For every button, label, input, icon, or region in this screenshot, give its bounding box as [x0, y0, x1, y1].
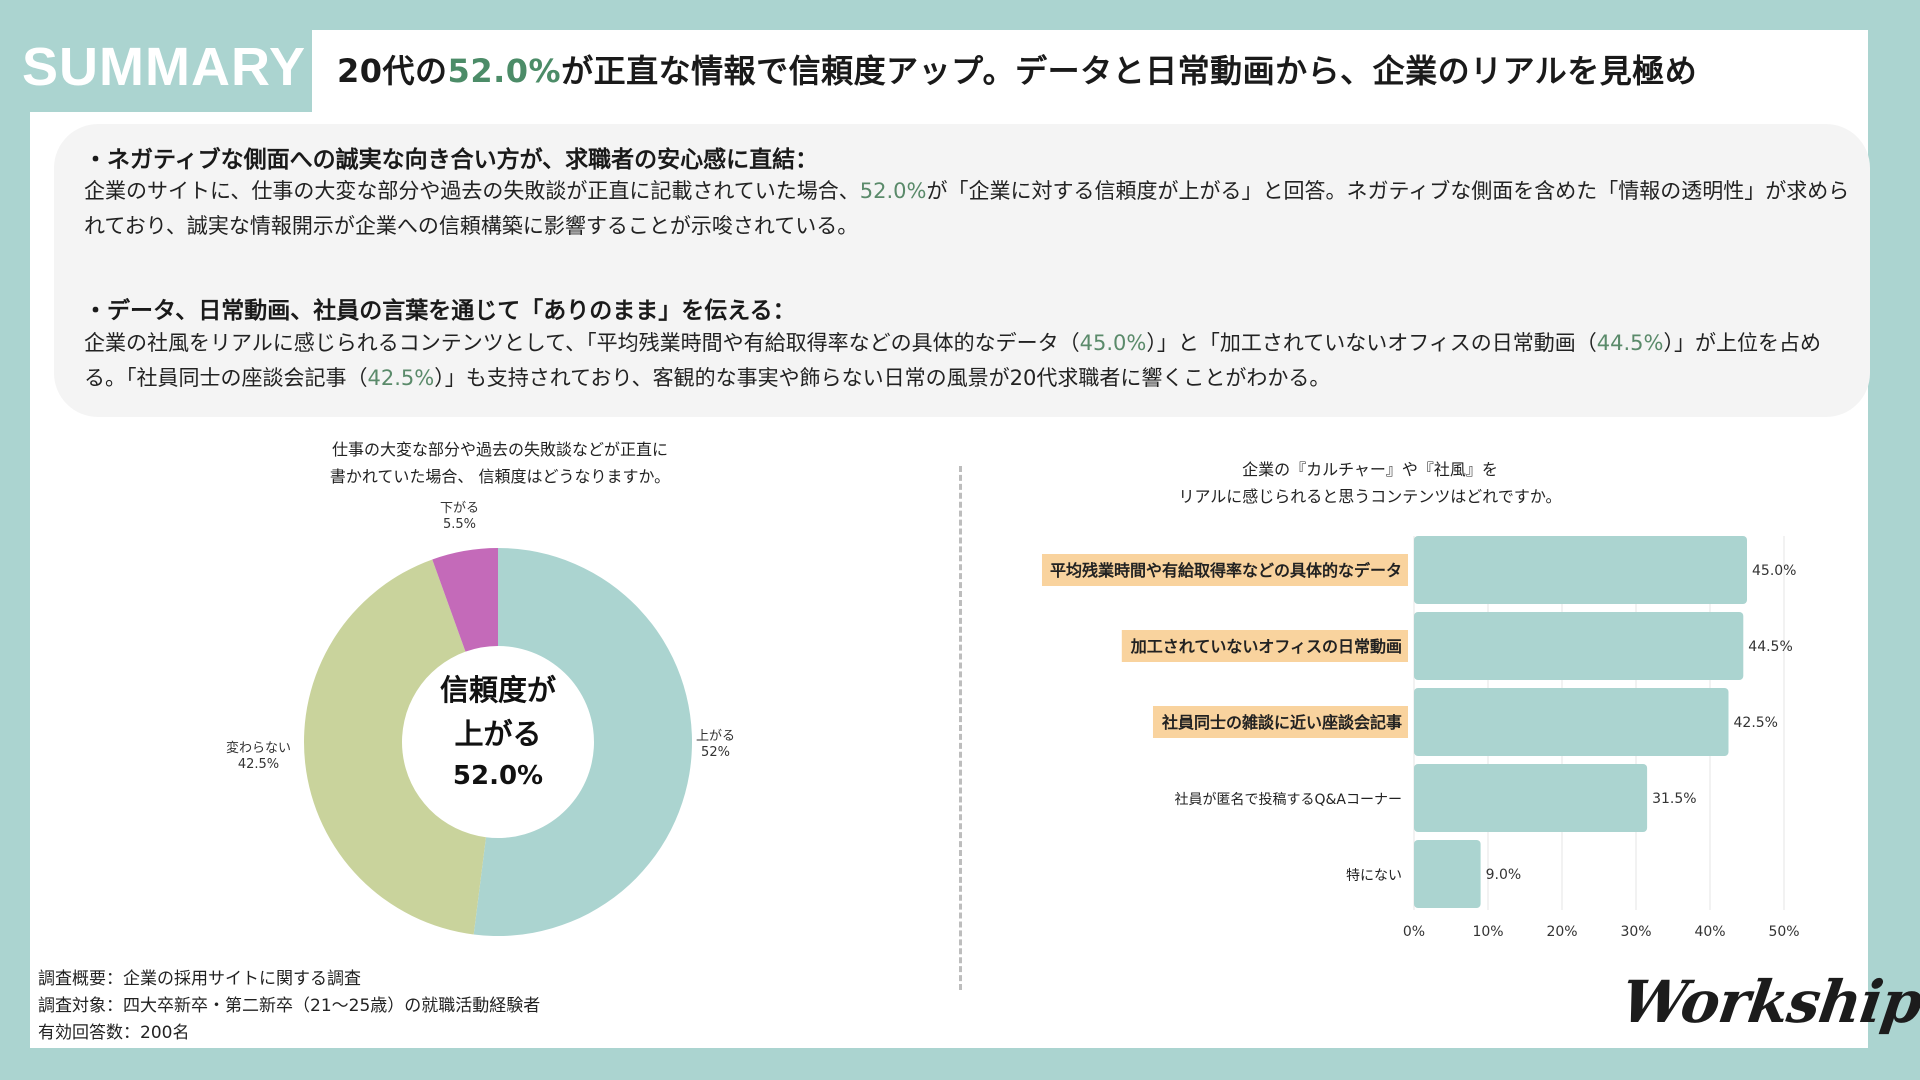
summary-tab: SUMMARY: [0, 30, 312, 112]
bar-title-line: 企業の『カルチャー』や『社風』を: [1242, 460, 1498, 479]
body-text: ）」と「加工されていないオフィスの日常動画（: [1146, 331, 1597, 355]
body-accent: 52.0%: [859, 179, 927, 203]
summary-box: [54, 124, 1870, 417]
donut-title-line: 書かれていた場合、 信頼度はどうなりますか。: [329, 467, 671, 486]
center-line: 信頼度が: [439, 673, 556, 707]
slice-label-value: 5.5%: [442, 517, 477, 532]
survey-line: 調査対象：四大卒新卒・第二新卒（21〜25歳）の就職活動経験者: [38, 996, 541, 1016]
page-title: 20代の52.0%が正直な情報で信頼度アップ。データと日常動画から、企業のリアル…: [337, 46, 1697, 92]
slice-label-up: 上がる 52%: [696, 729, 735, 761]
headline-accent: 52.0%: [447, 52, 562, 90]
workship-logo: Workship: [1617, 968, 1920, 1036]
summary-tab-label: SUMMARY: [22, 37, 306, 97]
donut-title-line: 仕事の大変な部分や過去の失敗談などが正直に: [331, 440, 668, 459]
summary-point-body: 企業の社風をリアルに感じられるコンテンツとして、「平均残業時間や有給取得率などの…: [84, 326, 1854, 396]
body-accent: 45.0%: [1079, 331, 1147, 355]
donut-center-label: 信頼度が 上がる 52.0%: [398, 668, 598, 796]
body-text: 企業の社風をリアルに感じられるコンテンツとして、「平均残業時間や有給取得率などの…: [84, 331, 1080, 355]
slice-label-value: 52%: [701, 745, 730, 760]
headline-prefix: 20代の: [337, 52, 448, 90]
slice-label-same: 変わらない 42.5%: [226, 741, 291, 773]
center-value: 52.0%: [452, 761, 544, 791]
survey-line: 調査概要：企業の採用サイトに関する調査: [38, 969, 361, 989]
headline-suffix: が正直な情報で信頼度アップ。データと日常動画から、企業のリアルを見極め: [561, 52, 1698, 90]
survey-info: 調査概要：企業の採用サイトに関する調査 調査対象：四大卒新卒・第二新卒（21〜2…: [38, 966, 540, 1047]
survey-line: 有効回答数：200名: [38, 1023, 190, 1043]
slice-label-name: 変わらない: [226, 741, 292, 756]
slice-label-name: 下がる: [440, 501, 480, 516]
body-accent: 44.5%: [1596, 331, 1664, 355]
body-text: ）」も支持されており、客観的な事実や飾らない日常の風景が20代求職者に響くことが…: [434, 366, 1331, 390]
section-divider: [959, 466, 962, 990]
bar-title-line: リアルに感じられると思うコンテンツはどれですか。: [1178, 487, 1562, 506]
donut-chart-title: 仕事の大変な部分や過去の失敗談などが正直に 書かれていた場合、 信頼度はどうなり…: [260, 436, 740, 490]
summary-point-title: ・データ、日常動画、社員の言葉を通じて「ありのまま」を伝える：: [84, 298, 796, 324]
body-text: ）」が上位を占める。「社員同士の座談会記事（: [84, 331, 1821, 390]
bar-chart-title: 企業の『カルチャー』や『社風』を リアルに感じられると思うコンテンツはどれですか…: [1100, 456, 1640, 510]
slice-label-value: 42.5%: [237, 757, 280, 772]
summary-point-body: 企業のサイトに、仕事の大変な部分や過去の失敗談が正直に記載されていた場合、52.…: [84, 174, 1854, 244]
body-text: が「企業に対する信頼度が上がる」と回答。ネガティブな側面を含めた「情報の透明性」…: [84, 179, 1850, 238]
center-line: 上がる: [454, 717, 542, 751]
summary-point-title: ・ネガティブな側面への誠実な向き合い方が、求職者の安心感に直結：: [84, 147, 819, 173]
body-text: 企業のサイトに、仕事の大変な部分や過去の失敗談が正直に記載されていた場合、: [84, 179, 860, 203]
slice-label-name: 上がる: [696, 729, 736, 744]
slice-label-down: 下がる 5.5%: [440, 501, 479, 533]
body-accent: 42.5%: [367, 366, 435, 390]
